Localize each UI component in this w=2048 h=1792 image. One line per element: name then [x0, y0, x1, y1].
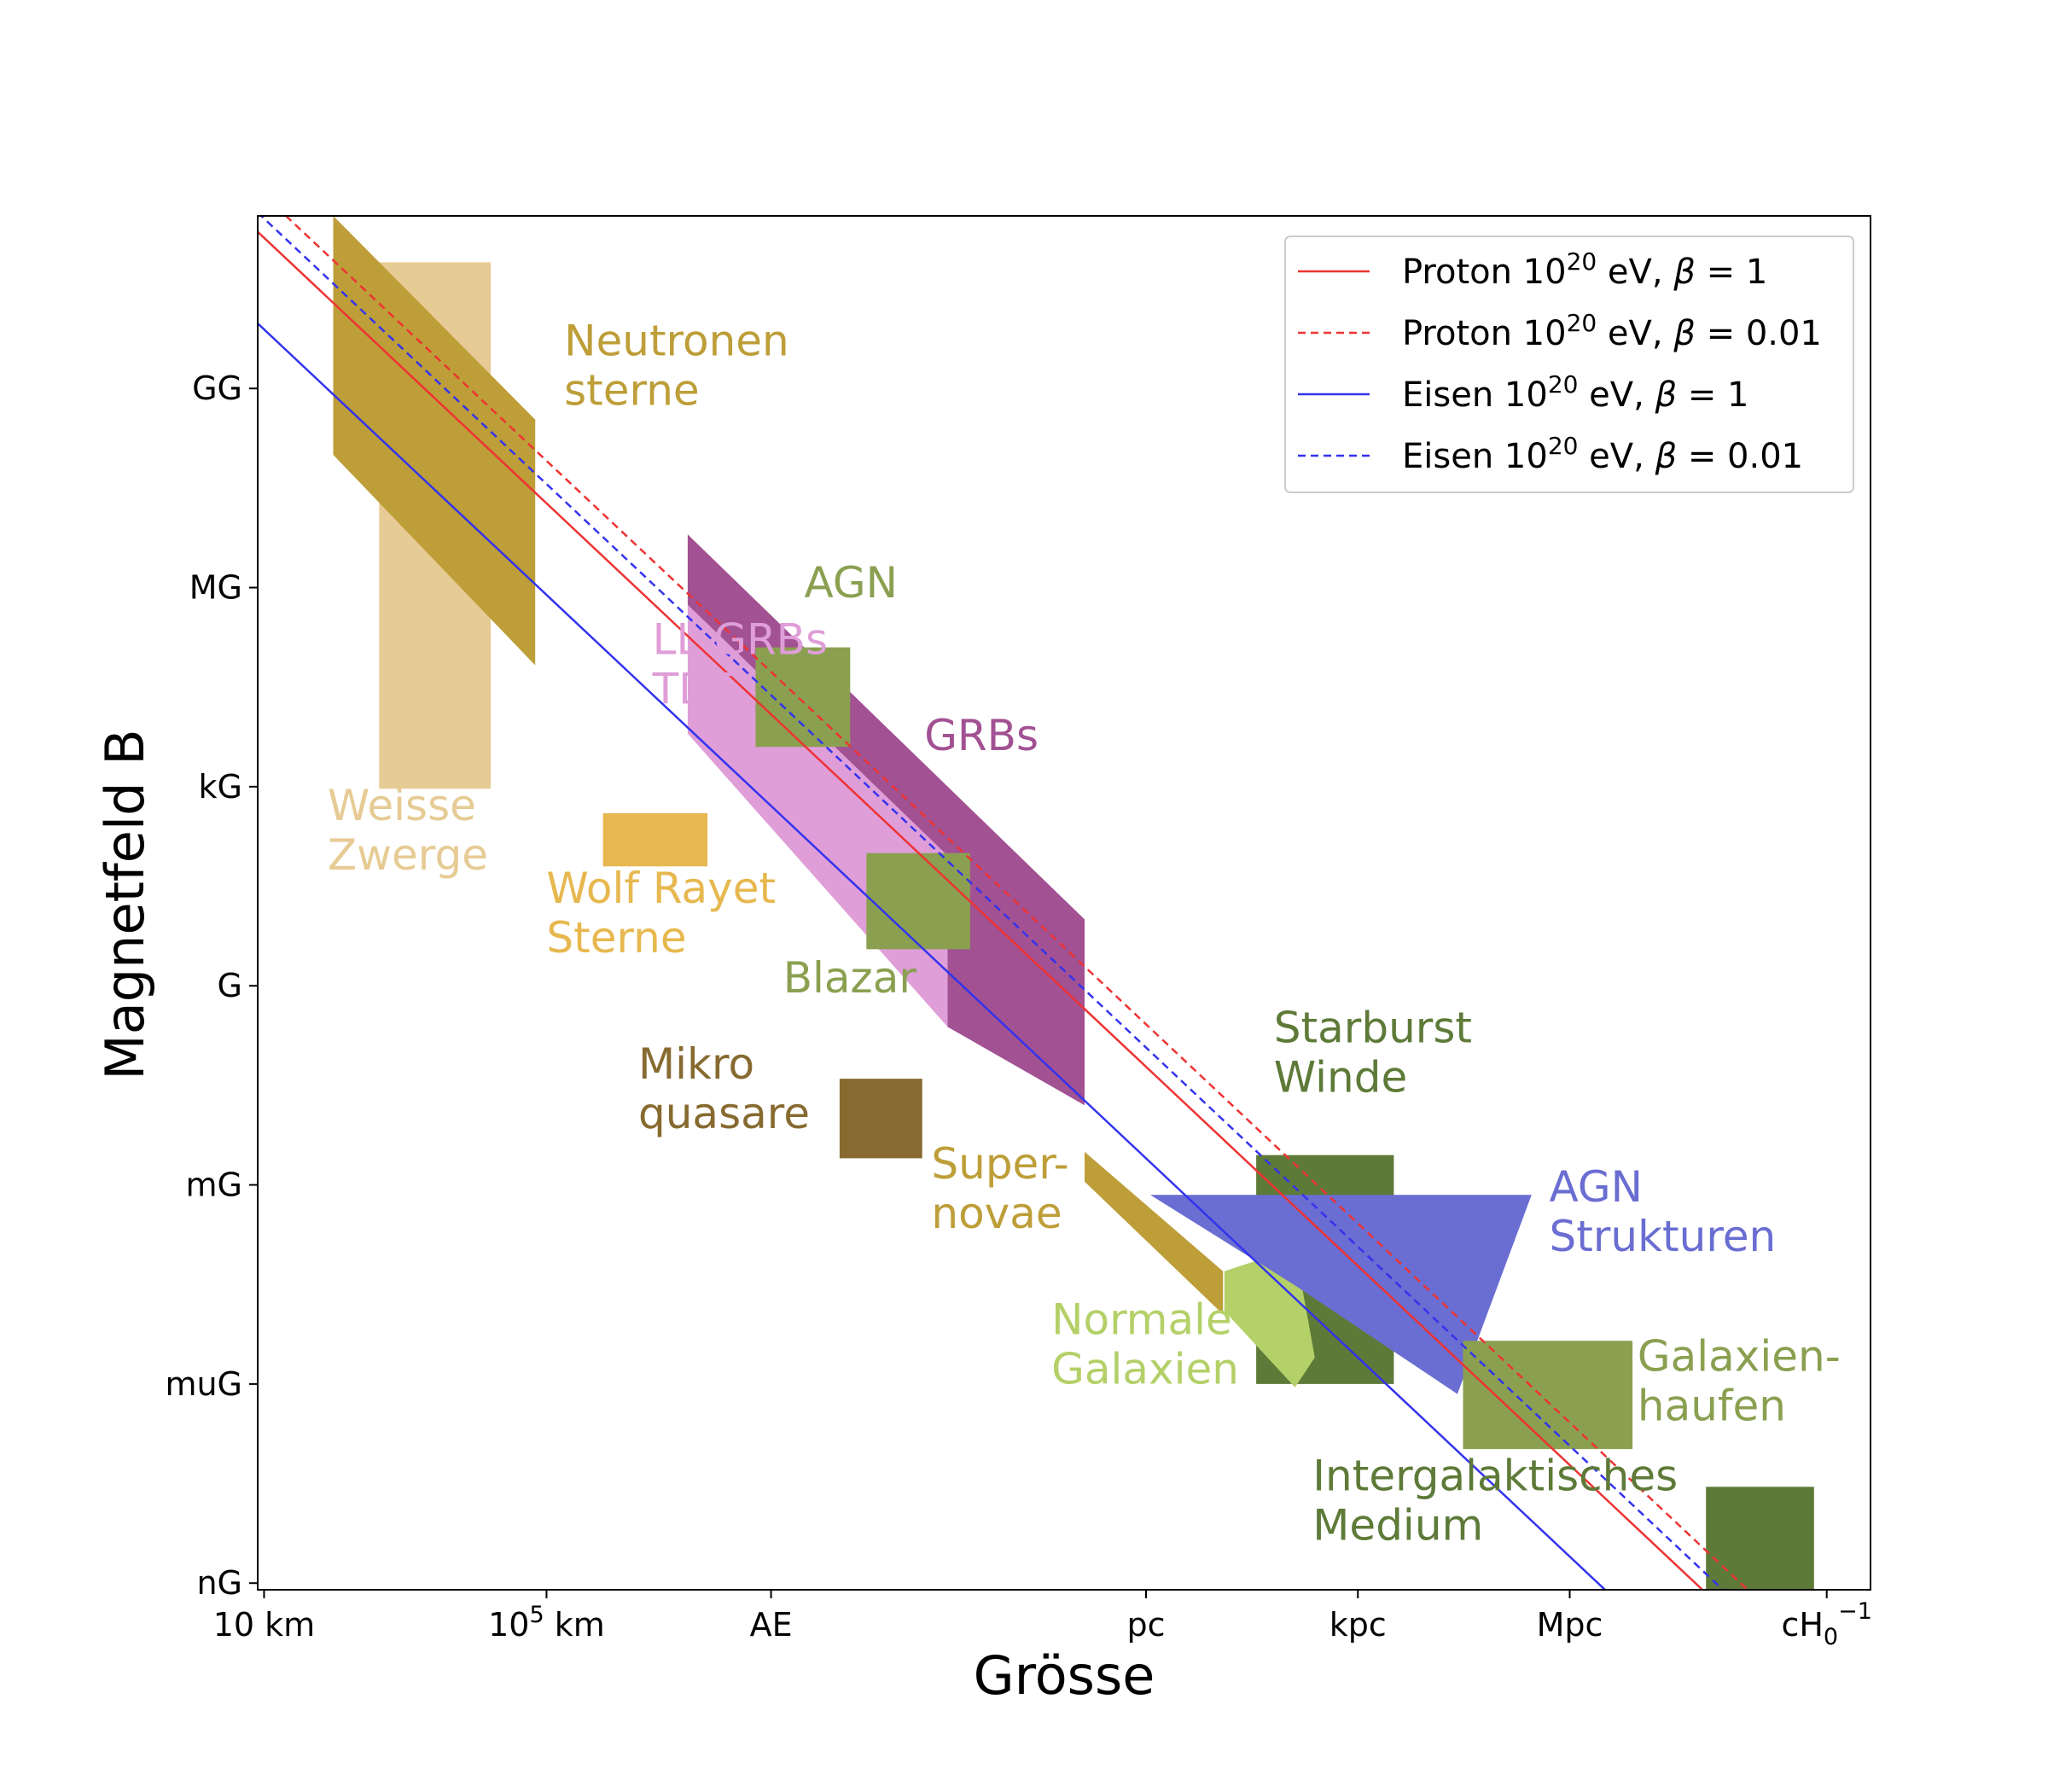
x-tick-label: 10 km: [213, 1606, 315, 1644]
region-label-agn: AGN: [805, 558, 898, 608]
legend-entry-proton-10-20-ev-1: Proton 1020 eV, β = 1: [1402, 247, 1767, 292]
region-label-galaxien-haufen: Galaxien-haufen: [1638, 1331, 1841, 1430]
region-label-mikro-quasare: Mikro quasare: [638, 1039, 810, 1138]
x-tick-label: Mpc: [1537, 1606, 1603, 1644]
region-label-starburst-winde: Starburst Winde: [1274, 1003, 1472, 1102]
x-tick-label: pc: [1126, 1606, 1165, 1644]
region-label-grbs: GRBs: [924, 711, 1039, 760]
region-label-ll-grbs-tde: LL GRBs TDE: [652, 614, 828, 713]
hillas-line-proton-10-20-ev-1: [258, 230, 1704, 1590]
region-intergalaktisches-medium: [1706, 1487, 1814, 1590]
region-label-normale-galaxien: Normale Galaxien: [1051, 1295, 1239, 1394]
y-tick-label: nG: [196, 1564, 242, 1602]
legend: Proton 1020 eV, β = 1 Proton 1020 eV, β =…: [1284, 236, 1854, 493]
x-tick-label: AE: [750, 1606, 793, 1644]
region-wolf-rayet-sterne: [602, 813, 708, 867]
hillas-line-eisen-10-20-ev-1: [258, 323, 1607, 1590]
y-tick-label: GG: [192, 369, 242, 407]
region-label-agn-strukturen: AGN Strukturen: [1550, 1162, 1777, 1261]
legend-box: [1284, 236, 1854, 493]
legend-entry-proton-10-20-ev-0-01: Proton 1020 eV, β = 0.01: [1402, 309, 1822, 353]
plot-frame: [257, 215, 1871, 1591]
region-label-wolf-rayet-sterne: Wolf Rayet Sterne: [546, 864, 776, 963]
hillas-line-proton-10-20-ev-0-01: [284, 216, 1749, 1590]
legend-entry-eisen-10-20-ev-1: Eisen 1020 eV, β = 1: [1402, 370, 1749, 415]
region-label-weisse-zwerge: Weisse Zwerge: [328, 781, 488, 880]
x-tick-label: cH0−1: [1781, 1598, 1871, 1650]
legend-entry-eisen-10-20-ev-0-01: Eisen 1020 eV, β = 0.01: [1402, 432, 1803, 476]
x-tick-label: kpc: [1329, 1606, 1387, 1644]
x-axis-title: Grösse: [974, 1644, 1155, 1707]
x-tick-label: 105 km: [488, 1602, 605, 1644]
y-tick-label: G: [218, 967, 242, 1004]
y-tick-label: mG: [186, 1167, 242, 1204]
region-neutronen-sterne: [333, 216, 536, 666]
hillas-line-eisen-10-20-ev-0-01: [259, 216, 1725, 1590]
y-tick-label: MG: [189, 569, 242, 607]
region-blazar: [866, 852, 970, 950]
region-super-novae: [1085, 1151, 1224, 1315]
region-mikro-quasare: [839, 1079, 922, 1159]
region-label-intergalaktisches-medium: Intergalaktisches Medium: [1312, 1451, 1678, 1550]
y-tick-label: muG: [165, 1365, 242, 1403]
region-label-super-novae: Super-novae: [931, 1139, 1068, 1238]
y-tick-label: kG: [199, 768, 242, 806]
region-label-blazar: Blazar: [783, 953, 917, 1003]
region-agn-strukturen: [1150, 1195, 1532, 1394]
region-label-neutronen-sterne: Neutronen sterne: [564, 316, 789, 415]
y-axis-title: Magnetfeld B: [94, 729, 156, 1079]
region-galaxien-haufen: [1463, 1341, 1633, 1450]
